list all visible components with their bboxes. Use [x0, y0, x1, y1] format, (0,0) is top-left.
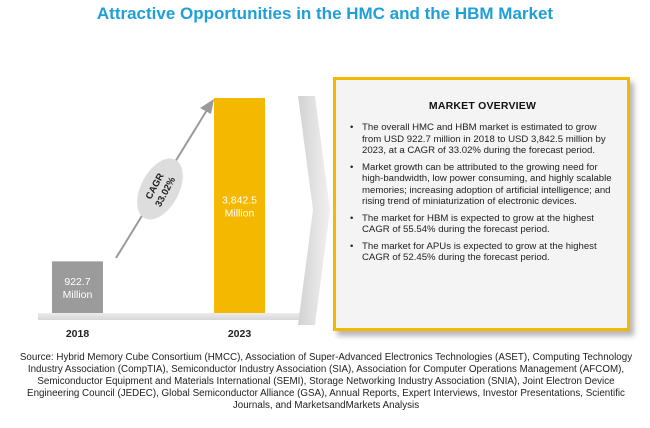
chart-baseline	[38, 313, 304, 320]
overview-bullet: The market for HBM is expected to grow a…	[350, 213, 617, 236]
market-overview-heading: MARKET OVERVIEW	[428, 100, 537, 112]
page-title: Attractive Opportunities in the HMC and …	[96, 4, 554, 23]
bar-chart: CAGR 33.02% 922.7Million20183,842.5Milli…	[38, 96, 330, 340]
bar-value-label: 3,842.5	[222, 195, 257, 207]
bar-unit-label: Million	[225, 208, 255, 220]
category-label: 2018	[66, 328, 90, 340]
overview-bullet: The overall HMC and HBM market is estima…	[350, 122, 617, 157]
growth-arrow-head	[200, 99, 214, 114]
bar-2023	[214, 98, 265, 313]
bar-value-label: 922.7	[64, 276, 90, 288]
overview-bullet: Market growth can be attributed to the g…	[350, 162, 617, 208]
chevron-arrow-shape	[298, 96, 330, 325]
market-overview-panel: MARKET OVERVIEW The overall HMC and HBM …	[333, 77, 630, 331]
cagr-badge: CAGR 33.02%	[137, 158, 183, 220]
overview-bullet: The market for APUs is expected to grow …	[350, 241, 617, 264]
source-note: Source: Hybrid Memory Cube Consortium (H…	[19, 352, 633, 412]
category-label: 2023	[228, 328, 252, 340]
bar-unit-label: Million	[63, 289, 93, 301]
bar-2018	[52, 261, 103, 313]
market-overview-list: The overall HMC and HBM market is estima…	[348, 122, 617, 264]
